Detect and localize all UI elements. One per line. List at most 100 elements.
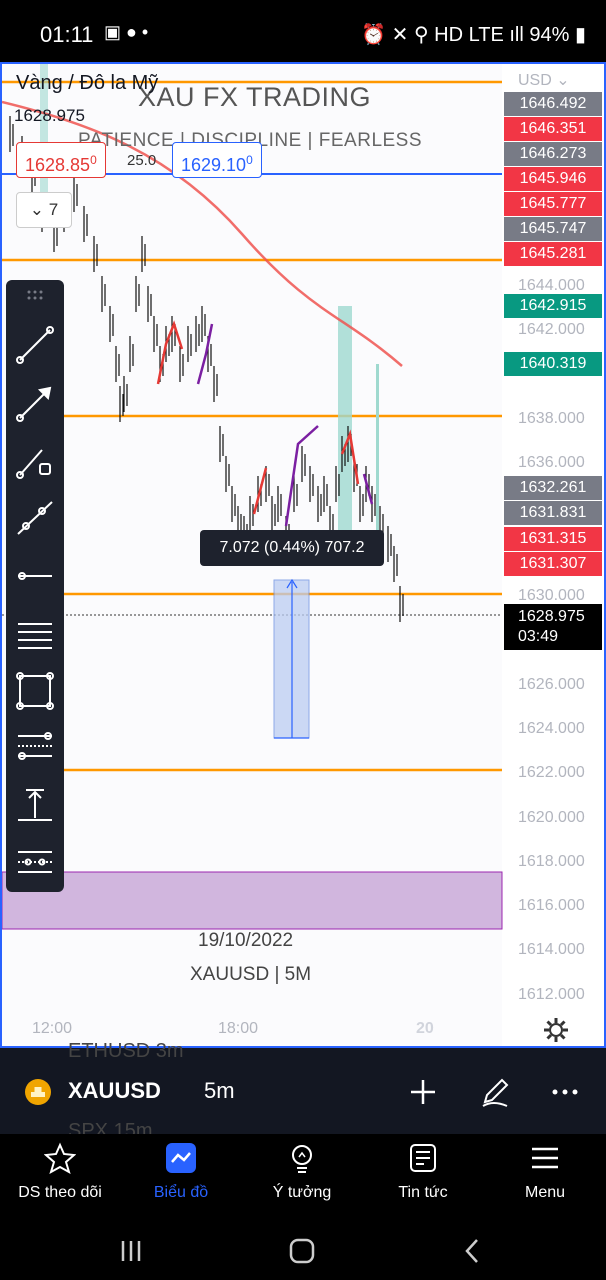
extended-line-icon[interactable] [17, 501, 53, 535]
nav-label: Biểu đồ [153, 1184, 209, 1201]
sell-price: 1628.85 [25, 155, 91, 175]
rectangle-icon[interactable] [16, 672, 54, 710]
price-axis-label: 1630.000 [518, 587, 585, 604]
time-axis-label: 20 [416, 1020, 434, 1037]
chart-settings-gear-icon[interactable] [542, 1016, 570, 1044]
home-icon[interactable] [287, 1236, 317, 1266]
watermark-subtitle: PATIENCE | DISCIPLINE | FEARLESS [78, 130, 423, 151]
indicators-toggle-button[interactable]: ⌄ 7 [16, 192, 72, 228]
price-tag: 1631.315 [504, 527, 602, 551]
active-symbol[interactable]: XAUUSD [68, 1078, 161, 1103]
current-price-tag: 1628.975 03:49 [504, 604, 602, 650]
active-interval[interactable]: 5m [204, 1078, 235, 1103]
drawing-toolbar [6, 280, 64, 892]
nav-news[interactable]: Tin tức [363, 1134, 483, 1224]
watchlist-ghost-item: ETHUSD 3m [68, 1040, 184, 1062]
price-axis-label: 1612.000 [518, 985, 585, 1003]
price-axis-label: 1626.000 [518, 675, 585, 693]
ray-icon[interactable] [16, 449, 51, 479]
price-candles [9, 116, 404, 622]
symbol-title[interactable]: Vàng / Đô la Mỹ [16, 72, 159, 94]
time-axis-label: 12:00 [32, 1020, 73, 1037]
system-status-icons: ⏰ ✕ ⚲ HD LTE ıll [361, 24, 524, 46]
back-icon[interactable] [458, 1236, 488, 1266]
nav-watchlist[interactable]: DS theo dõi [0, 1134, 120, 1224]
horizontal-line-icon[interactable] [18, 572, 52, 580]
pattern-highlight [196, 323, 214, 385]
sell-button[interactable]: 1628.850 [16, 142, 106, 178]
pattern-highlight [156, 320, 184, 385]
recent-apps-icon[interactable] [116, 1236, 146, 1266]
symbol-bar: ETHUSD 3m SPX 15m XAUUSD 5m [0, 1040, 606, 1142]
price-axis-label: 1636.000 [518, 454, 585, 472]
toolbar-drag-handle-icon [27, 290, 43, 300]
news-icon [410, 1144, 436, 1172]
measure-arrowhead [286, 578, 298, 589]
system-nav-bar [0, 1224, 606, 1280]
pencil-drawing-icon[interactable] [473, 1070, 517, 1114]
watermark-title: XAU FX TRADING [138, 82, 372, 112]
nav-ideas[interactable]: Ý tưởng [242, 1134, 362, 1224]
indicator-count: 7 [48, 200, 59, 219]
status-bar: 01:11 ▣ ● • ⏰ ✕ ⚲ HD LTE ıll 94% ▮ [0, 0, 606, 62]
price-axis-label: 1624.000 [518, 719, 585, 737]
volume-band [376, 364, 379, 532]
arrow-icon[interactable] [16, 386, 52, 422]
pitchfork-icon[interactable] [18, 851, 52, 873]
fib-retracement-icon[interactable] [18, 732, 52, 760]
buy-price-fraction: 0 [246, 153, 253, 167]
status-time: 01:11 [40, 22, 94, 47]
symbol-price: 1628.975 [14, 106, 85, 125]
price-tag: 1642.915 [504, 294, 602, 318]
price-tag: 1631.831 [504, 501, 602, 525]
price-tag: 1632.261 [504, 476, 602, 500]
nav-menu[interactable]: Menu [485, 1134, 605, 1224]
price-tag: 1645.281 [504, 242, 602, 266]
nav-label: Menu [524, 1184, 566, 1201]
status-icons: ⏰ ✕ ⚲ HD LTE ıll 94% ▮ [361, 22, 586, 47]
nav-label: Ý tưởng [272, 1184, 332, 1201]
nav-chart[interactable]: Biểu đồ [121, 1134, 241, 1224]
long-position-icon[interactable] [18, 789, 52, 821]
pattern-highlight [284, 425, 319, 527]
lightbulb-icon [292, 1145, 312, 1173]
price-axis-label: 1622.000 [518, 764, 585, 782]
bottom-nav: DS theo dõi Biểu đồ Ý tưởng Tin tức Menu [0, 1134, 606, 1224]
volume-band [338, 306, 352, 532]
price-axis-label: 1644.000 [518, 276, 585, 294]
chevron-down-icon: ⌄ [556, 72, 570, 89]
price-tag: 1646.273 [504, 142, 602, 166]
bar-countdown: 03:49 [518, 628, 559, 645]
chart-icon [166, 1143, 196, 1173]
pattern-highlight [252, 467, 268, 515]
price-axis-label: 1638.000 [518, 409, 585, 427]
chart-date: 19/10/2022 [198, 930, 294, 951]
pattern-highlight [362, 473, 374, 505]
sell-price-fraction: 0 [90, 153, 97, 167]
measure-tooltip: 7.072 (0.44%) 707.2 [200, 530, 384, 566]
moving-average-line [2, 100, 403, 367]
add-icon[interactable] [401, 1070, 445, 1114]
chart-area[interactable]: XAU FX TRADING PATIENCE | DISCIPLINE | F… [0, 62, 606, 1048]
price-tag: 1646.492 [504, 92, 602, 116]
spread-value: 25.0 [127, 152, 157, 169]
currency-selector[interactable]: USD ⌄ [518, 70, 570, 90]
price-axis-label: 1620.000 [518, 808, 585, 826]
menu-icon [532, 1147, 558, 1169]
pattern-highlight [340, 429, 360, 485]
price-tag: 1645.777 [504, 192, 602, 216]
volume-band [40, 64, 48, 194]
battery-level: 94% [529, 24, 570, 46]
nav-label: DS theo dõi [18, 1184, 102, 1201]
parallel-channel-icon[interactable] [18, 623, 52, 649]
drawing-tools [16, 290, 54, 873]
price-axis-label: 1618.000 [518, 852, 585, 870]
nav-label: Tin tức [398, 1184, 448, 1201]
trend-line-icon[interactable] [16, 326, 54, 364]
chevron-down-icon: ⌄ [29, 200, 45, 219]
price-tag: 1640.319 [504, 352, 602, 376]
buy-button[interactable]: 1629.100 [172, 142, 262, 178]
buy-price: 1629.10 [181, 155, 247, 175]
more-options-icon[interactable] [543, 1070, 587, 1114]
price-axis-label: 1614.000 [518, 941, 585, 959]
